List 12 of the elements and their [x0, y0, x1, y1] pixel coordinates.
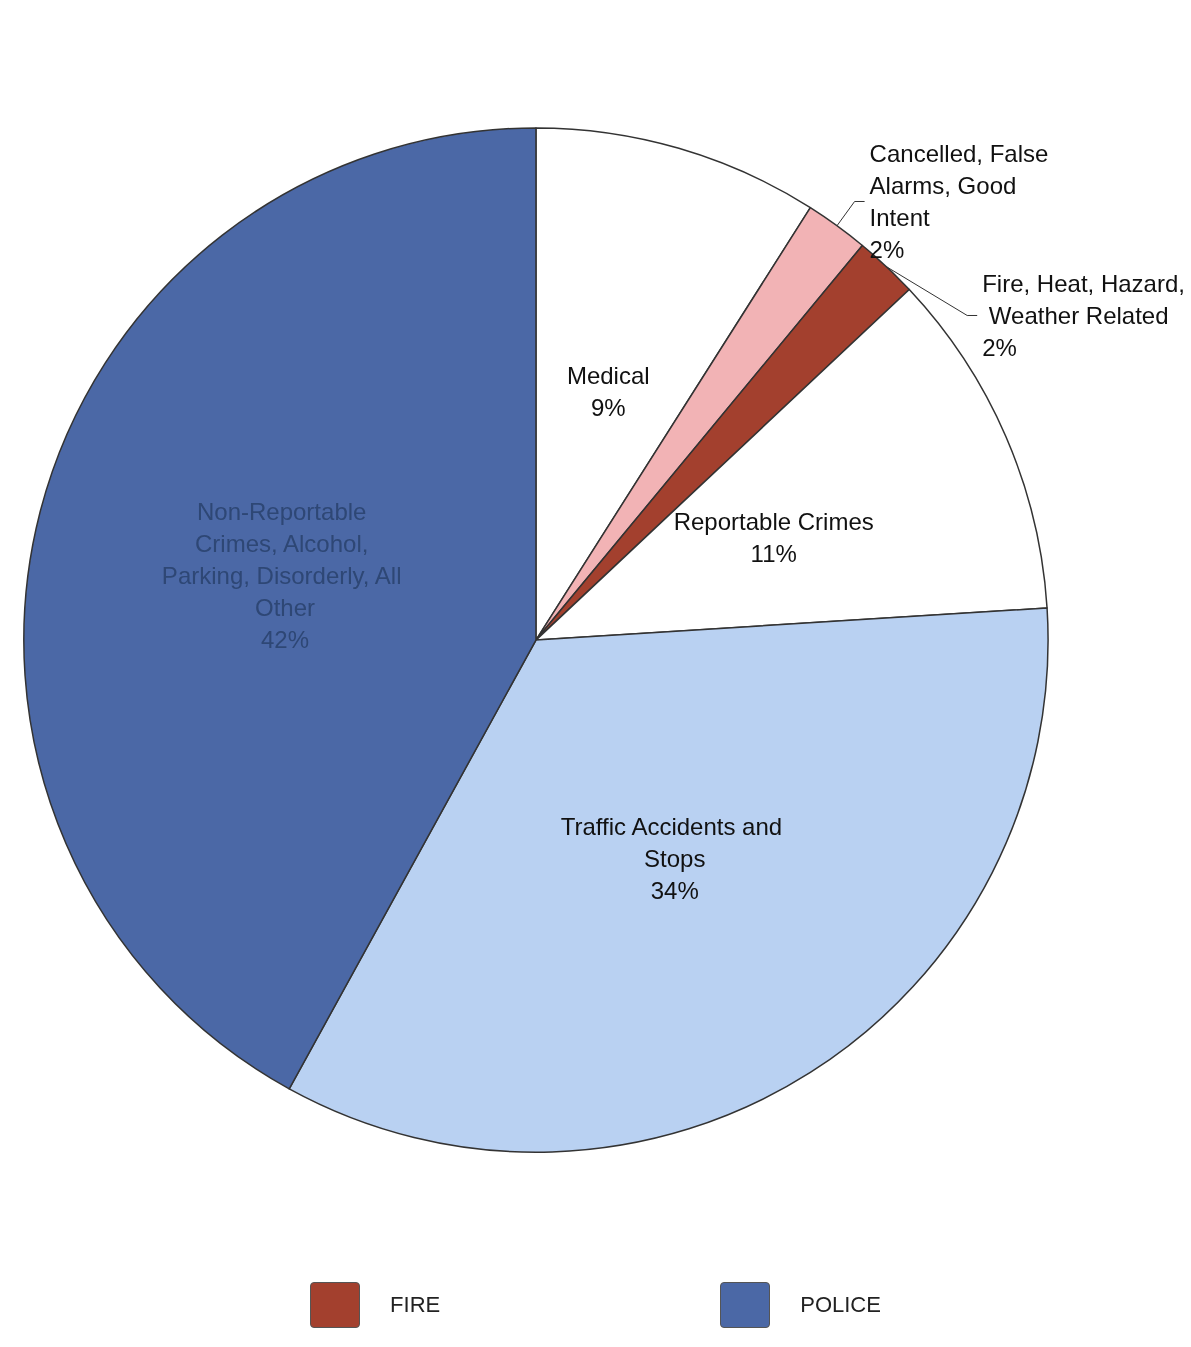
data-label: 2%	[869, 235, 905, 263]
slice-label: Traffic Accidents and Stops	[560, 813, 789, 873]
data-label: 2%	[982, 333, 1017, 361]
slice-label: Cancelled, False Alarms, Good Intent	[869, 139, 1056, 231]
text: FIRE	[390, 1292, 441, 1318]
slice-label: Fire, Heat, Hazard, Weather Related	[982, 269, 1185, 329]
data-label: 9%	[590, 393, 626, 421]
text: POLICE	[800, 1292, 881, 1318]
data-label: 11%	[750, 539, 797, 567]
slice-label: Reportable Crimes	[673, 507, 874, 535]
slice-label: Medical	[566, 361, 650, 389]
data-label: 34%	[650, 877, 699, 905]
